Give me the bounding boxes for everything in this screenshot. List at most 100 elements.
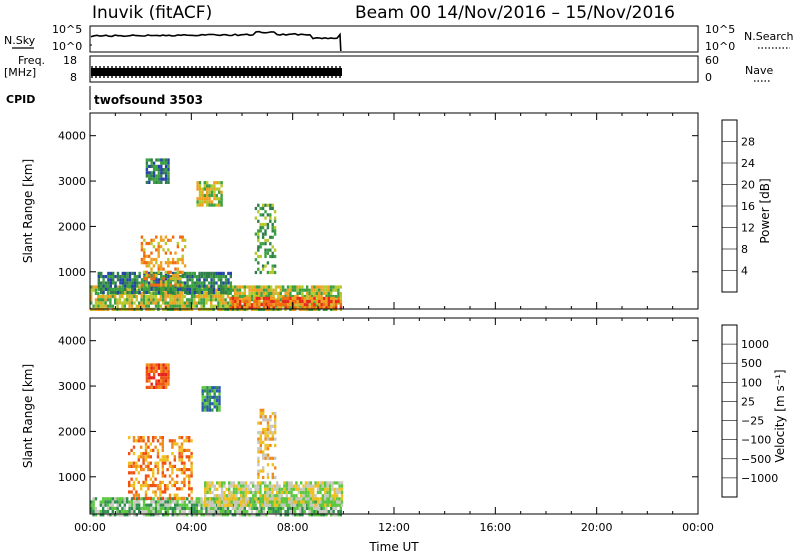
heatmap-cell-region-2 xyxy=(149,455,152,459)
heatmap-cell-region-1 xyxy=(204,503,207,507)
heatmap-cell-region-0 xyxy=(231,513,234,517)
heatmap-cell-region-0 xyxy=(157,510,160,514)
heatmap-cell-region-5 xyxy=(210,187,214,191)
heatmap-cell-region-4 xyxy=(201,405,204,409)
heatmap-cell-region-5 xyxy=(220,181,223,185)
heatmap-cell-region-0 xyxy=(128,510,131,514)
heatmap-cell-region-2 xyxy=(128,480,131,484)
heatmap-cell-region-1 xyxy=(319,481,322,485)
heatmap-cell-region-0 xyxy=(277,510,280,514)
heatmap-cell-region-0 xyxy=(339,510,342,514)
heatmap-cell-region-2 xyxy=(217,278,220,282)
heatmap-cell-region-0 xyxy=(306,506,309,510)
heatmap-cell-region-4 xyxy=(266,213,270,217)
heatmap-cell-region-0 xyxy=(310,510,314,514)
heatmap-cell-region-1 xyxy=(327,306,331,310)
heatmap-cell-region-0 xyxy=(133,503,136,507)
heatmap-cell-region-2 xyxy=(185,474,188,478)
heatmap-cell-region-0 xyxy=(99,295,102,299)
heatmap-cell-region-0 xyxy=(207,295,210,299)
heatmap-cell-region-2 xyxy=(135,493,138,497)
heatmap-cell-region-0 xyxy=(114,513,117,517)
heatmap-cell-region-2 xyxy=(121,271,124,275)
heatmap-cell-region-5 xyxy=(196,181,199,185)
heatmap-cell-region-0 xyxy=(138,506,141,510)
heatmap-cell-region-5 xyxy=(164,379,168,383)
heatmap-cell-region-0 xyxy=(142,513,146,517)
heatmap-cell-region-0 xyxy=(272,295,275,299)
heatmap-cell-region-1 xyxy=(249,490,252,495)
heatmap-cell-region-0 xyxy=(306,291,309,295)
heatmap-cell-region-0 xyxy=(193,500,196,504)
heatmap-cell-region-0 xyxy=(301,513,304,517)
heatmap-cell-region-4 xyxy=(211,395,214,399)
heatmap-cell-region-3 xyxy=(269,443,272,448)
heatmap-cell-region-0 xyxy=(258,506,261,510)
heatmap-cell-region-0 xyxy=(200,301,203,305)
heatmap-cell-region-2 xyxy=(161,461,164,465)
heatmap-cell-region-5 xyxy=(160,373,163,377)
heatmap-cell-region-0 xyxy=(195,295,198,299)
heatmap-cell-region-3 xyxy=(179,283,182,287)
heatmap-cell-region-0 xyxy=(126,295,129,299)
heatmap-cell-region-3 xyxy=(259,440,262,444)
heatmap-cell-region-6 xyxy=(148,171,151,175)
heatmap-cell-region-2 xyxy=(132,484,136,488)
heatmap-cell-region-1 xyxy=(318,296,321,300)
heatmap-cell-region-0 xyxy=(104,497,107,501)
heatmap-cell-region-1 xyxy=(240,500,243,504)
heatmap-cell-region-2 xyxy=(150,287,153,291)
heatmap-cell-region-1 xyxy=(334,299,338,304)
heatmap-cell-region-0 xyxy=(164,298,167,302)
heatmap-cell-region-0 xyxy=(202,304,206,308)
heatmap-cell-region-1 xyxy=(277,303,280,307)
heatmap-cell-region-2 xyxy=(142,452,145,456)
heatmap-cell-region-0 xyxy=(147,304,150,308)
heatmap-cell-region-0 xyxy=(243,295,246,299)
heatmap-cell-region-3 xyxy=(143,277,146,281)
heatmap-cell-region-1 xyxy=(326,484,329,488)
heatmap-cell-region-1 xyxy=(326,494,329,498)
heatmap-cell-region-2 xyxy=(140,445,143,449)
colorbar-tick-label: −25 xyxy=(741,415,764,428)
heatmap-cell-region-2 xyxy=(132,480,136,484)
heatmap-cell-region-0 xyxy=(334,285,338,289)
heatmap-cell-region-0 xyxy=(279,510,282,514)
heatmap-cell-region-2 xyxy=(198,275,201,279)
heatmap-cell-region-1 xyxy=(268,503,272,507)
heatmap-cell-region-1 xyxy=(268,484,272,488)
heatmap-cell-region-2 xyxy=(102,291,105,295)
heatmap-cell-region-2 xyxy=(164,458,167,462)
heatmap-cell-region-2 xyxy=(161,474,164,478)
heatmap-cell-region-4 xyxy=(264,210,267,214)
heatmap-cell-region-0 xyxy=(174,513,177,517)
heatmap-cell-region-6 xyxy=(164,168,168,172)
heatmap-cell-region-1 xyxy=(259,481,262,485)
heatmap-cell-region-1 xyxy=(228,481,231,485)
heatmap-cell-region-5 xyxy=(148,379,151,383)
heatmap-cell-region-0 xyxy=(313,506,316,510)
heatmap-cell-region-0 xyxy=(133,500,136,504)
heatmap-cell-region-0 xyxy=(200,513,203,517)
heatmap-cell-region-6 xyxy=(155,164,158,168)
heatmap-cell-region-1 xyxy=(333,487,336,491)
heatmap-cell-region-0 xyxy=(234,288,237,292)
heatmap-cell-region-1 xyxy=(280,503,284,507)
colorbar-tick-label: 24 xyxy=(741,157,755,170)
heatmap-cell-region-0 xyxy=(111,513,114,517)
heatmap-cell-region-6 xyxy=(152,177,156,181)
heatmap-cell-region-2 xyxy=(107,287,110,291)
heatmap-cell-region-0 xyxy=(212,304,215,308)
heatmap-cell-region-2 xyxy=(159,487,162,491)
heatmap-cell-region-2 xyxy=(212,284,216,288)
heatmap-cell-region-1 xyxy=(290,490,293,495)
heatmap-cell-region-0 xyxy=(106,503,110,507)
heatmap-cell-region-1 xyxy=(324,481,327,485)
heatmap-cell-region-1 xyxy=(253,296,256,300)
heatmap-cell-region-1 xyxy=(271,484,274,488)
heatmap-cell-region-0 xyxy=(294,510,297,514)
heatmap-cell-region-3 xyxy=(266,418,270,422)
heatmap-cell-region-3 xyxy=(171,277,175,281)
heatmap-cell-region-3 xyxy=(271,475,274,480)
heatmap-cell-region-4 xyxy=(259,222,262,227)
